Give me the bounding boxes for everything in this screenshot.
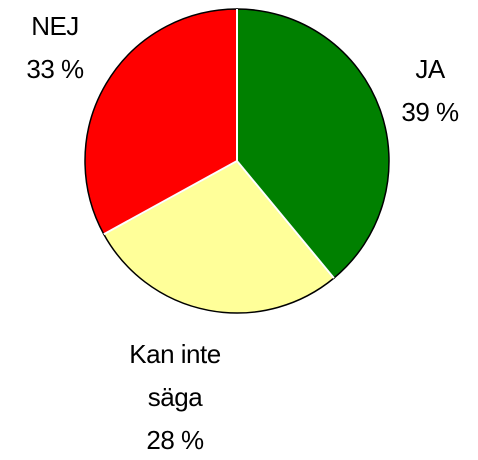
value-label: 33 %	[26, 54, 84, 84]
value-label: 28 %	[146, 425, 204, 455]
slice-label: JA 39 %	[375, 48, 478, 134]
separator	[103, 160, 238, 236]
slice-label: NEJ 33 %	[0, 5, 110, 91]
slice-label: Kan inte säga 28 %	[95, 333, 255, 460]
separator	[236, 160, 335, 279]
category-label: Kan inte säga	[129, 339, 221, 412]
category-label: NEJ	[31, 11, 79, 41]
value-label: 39 %	[401, 97, 459, 127]
pie-slice	[102, 160, 335, 314]
category-label: JA	[415, 54, 445, 84]
pie-slice	[236, 8, 390, 280]
pie-slice	[84, 8, 238, 236]
